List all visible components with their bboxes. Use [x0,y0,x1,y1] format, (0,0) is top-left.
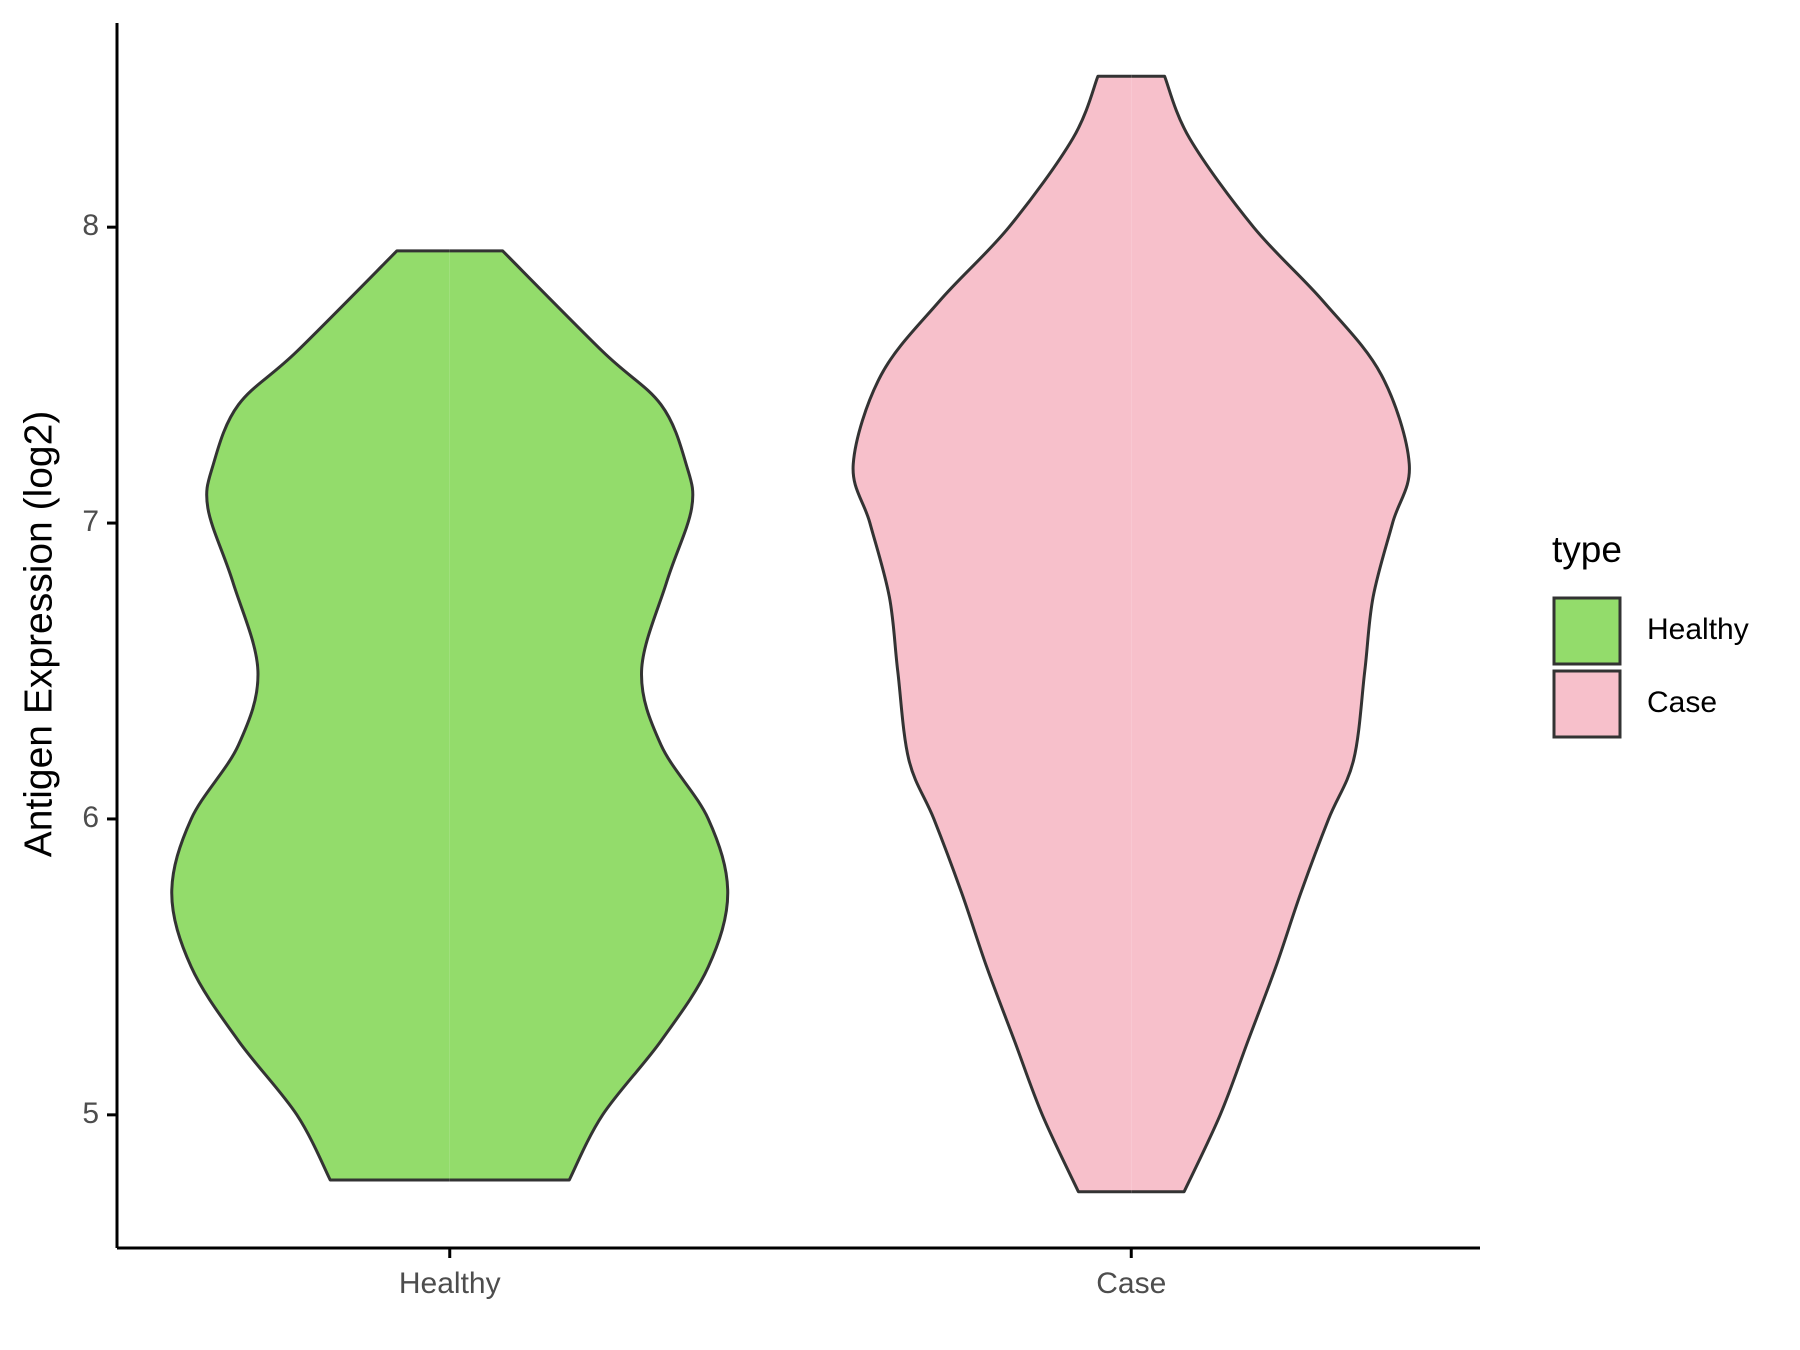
violin-half [1131,74,1411,1194]
y-axis-title: Antigen Expression (log2) [17,411,60,858]
legend-key [1552,596,1622,666]
y-tick-label: 7 [82,505,99,538]
violin-half [851,74,1132,1194]
y-tick-label: 8 [82,209,99,242]
legend-label: Case [1647,686,1717,719]
violin-half [449,249,730,1182]
x-tick-label: Healthy [399,1267,501,1300]
y-tick-label: 6 [82,801,99,834]
legend-label: Healthy [1647,613,1749,646]
legend-key [1552,669,1622,739]
legend-title: type [1552,529,1622,570]
violin-half [170,249,450,1182]
x-tick-label: Case [1096,1267,1166,1300]
y-tick-label: 5 [82,1097,99,1130]
